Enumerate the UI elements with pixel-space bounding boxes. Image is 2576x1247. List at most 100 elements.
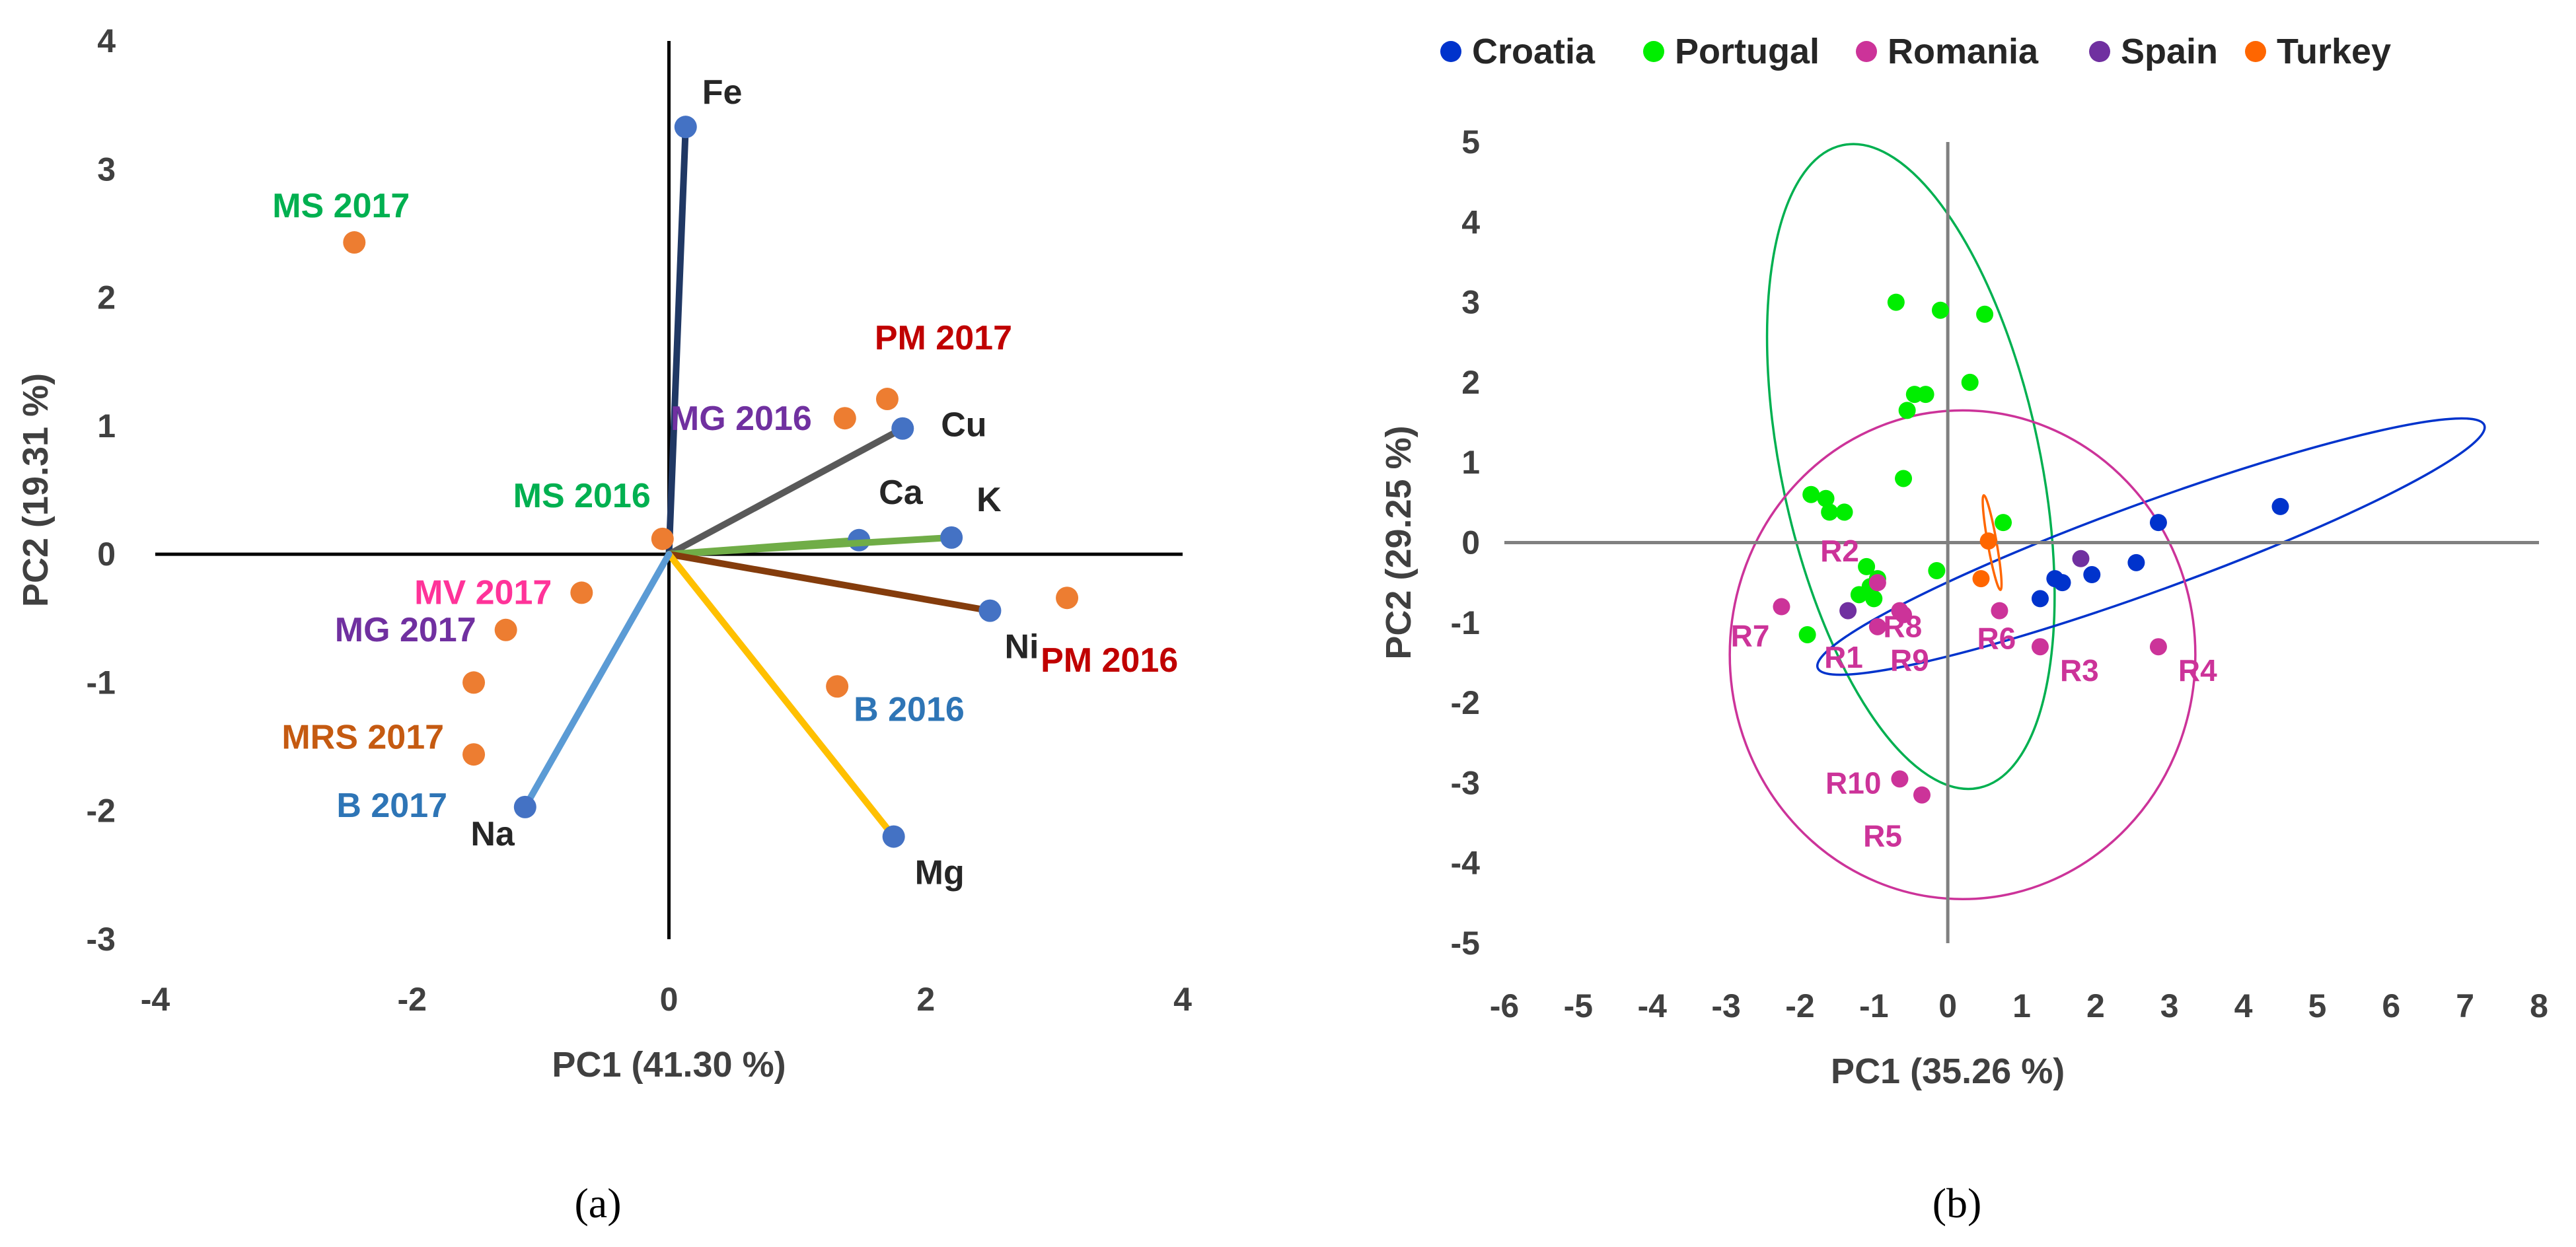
panel-a-y-tick-label: 2 [97,279,116,316]
panel-b-x-tick-label: 4 [2234,987,2253,1024]
panel-b-y-tick-label: -1 [1451,604,1480,641]
panel-b-y-tick-label: -5 [1451,925,1480,962]
point-portugal [1835,503,1853,521]
panel-a-x-tick-label: 0 [660,981,679,1018]
score-label-mg-2016: MG 2016 [671,400,812,438]
score-point-pm-2017 [875,388,899,411]
score-label-pm-2016: PM 2016 [1041,641,1178,680]
point-croatia [2083,566,2101,584]
panel-b-x-tick-label: 1 [2012,987,2031,1024]
panel-b-x-tick-label: 7 [2456,987,2474,1024]
panel-b-x-axis-title: PC1 (35.26 %) [1831,1051,2065,1091]
panel-b-x-tick-label: 0 [1938,987,1957,1024]
legend-marker-turkey [2245,41,2266,62]
score-label-pm-2017: PM 2017 [875,319,1012,357]
score-point-ms-2016 [651,527,674,550]
point-portugal [1887,293,1905,311]
ellipse-romania [1728,409,2197,901]
panel-b-x-tick-label: 2 [2086,987,2105,1024]
point-croatia [2127,553,2145,571]
panel-a-caption: (a) [574,1180,621,1227]
legend-marker-portugal [1643,41,1664,62]
loading-vector-ni [665,551,994,614]
point-label-r7: R7 [1731,619,1770,653]
panel-a-tick-labels: -4 -2 0 2 4 -3 -2 -1 0 1 2 3 4 [87,22,1193,1018]
panel-a-y-tick-label: 0 [97,536,116,573]
panel-b-legend: Croatia Portugal Romania Spain Turkey [1440,32,2391,71]
point-portugal [1928,561,1946,579]
score-point-mrs-2017 [462,671,486,694]
score-point-b-2017 [462,743,486,766]
point-portugal [1817,489,1835,507]
panel-a-x-tick-label: 4 [1173,981,1192,1018]
point-spain [1839,602,1857,620]
score-label-ms-2017: MS 2017 [272,187,410,225]
panel-a-y-axis-title: PC2 (19.31 %) [16,373,55,607]
loading-vector-k [665,534,955,558]
panel-b-x-tick-label: -5 [1564,987,1593,1024]
legend-marker-romania [1856,41,1877,62]
panel-a-biplot: -4 -2 0 2 4 -3 -2 -1 0 1 2 3 4 Fe Cu Ca K Ni Mg Na MS 2017… [16,22,1192,1227]
panel-b-y-tick-label: 0 [1461,524,1480,561]
loading-vector-mg [665,551,897,840]
point-romania-r3 [2031,638,2049,656]
ellipse-portugal [1765,143,2056,791]
panel-b-y-tick-label: 3 [1461,284,1480,321]
point-romania-r2 [1868,574,1886,592]
ellipse-croatia [1816,417,2486,676]
loading-label-ca: Ca [879,474,924,512]
panel-a-x-tick-label: -4 [141,981,170,1018]
loading-label-ni: Ni [1004,628,1039,666]
legend-marker-spain [2089,41,2110,62]
point-spain [2072,550,2090,567]
score-label-ms-2016: MS 2016 [513,477,651,515]
panel-b-x-tick-label: 8 [2530,987,2548,1024]
point-croatia [2149,514,2167,532]
panel-b-y-tick-label: 1 [1461,444,1480,481]
point-label-r5: R5 [1863,819,1902,853]
panel-b-y-tick-label: -4 [1451,845,1481,882]
panel-b-y-axis-title: PC2 (29.25 %) [1379,425,1418,659]
point-romania-r4 [2149,638,2167,656]
loading-point-cu [891,417,914,440]
point-portugal [1802,485,1820,503]
point-portugal [1895,470,1913,487]
panel-a-x-axis-title: PC1 (41.30 %) [552,1045,786,1085]
point-portugal [1898,402,1916,419]
loading-vector-cu [665,425,906,558]
panel-b-caption: (b) [1932,1180,1982,1227]
panel-a-y-tick-label: 1 [97,408,116,445]
panel-b-confidence-ellipses [1728,143,2486,901]
panel-a-y-tick-label: -3 [87,921,116,958]
point-label-r6: R6 [1977,622,2016,656]
panel-b-y-tick-label: -3 [1451,764,1480,801]
point-portugal [1905,386,1923,404]
score-point-mv-2017 [570,581,593,604]
point-croatia [2271,497,2289,515]
panel-b-x-tick-label: -6 [1490,987,1519,1024]
point-romania-r5 [1913,786,1931,804]
loading-label-fe: Fe [702,73,743,112]
loading-label-cu: Cu [941,406,986,445]
panel-a-y-tick-label: 4 [97,22,116,59]
point-turkey [1972,570,1990,588]
point-romania-r6 [1991,602,2008,620]
point-portugal [1798,625,1816,643]
panel-a-x-tick-label: 2 [916,981,935,1018]
panel-b-tick-labels: -6 -5 -4 -3 -2 -1 0 1 2 3 4 5 6 7 8 -5 -4 -3 -2 -1 0 1 2 3 4 5 [1451,124,2548,1024]
score-point-b-2016 [826,675,849,698]
point-croatia [2046,570,2064,588]
point-portugal [1931,301,1949,319]
panel-a-y-tick-label: -2 [87,793,116,830]
panel-b-score-plot: Croatia Portugal Romania Spain Turkey -6 -5 -4… [1379,32,2548,1227]
point-label-r2: R2 [1820,534,1859,568]
legend-marker-croatia [1440,41,1461,62]
point-label-r1: R1 [1824,640,1863,674]
loading-label-k: K [976,481,1002,519]
panel-b-y-tick-label: 2 [1461,364,1480,401]
panel-b-x-tick-label: -4 [1637,987,1667,1024]
loading-label-na: Na [470,815,515,853]
